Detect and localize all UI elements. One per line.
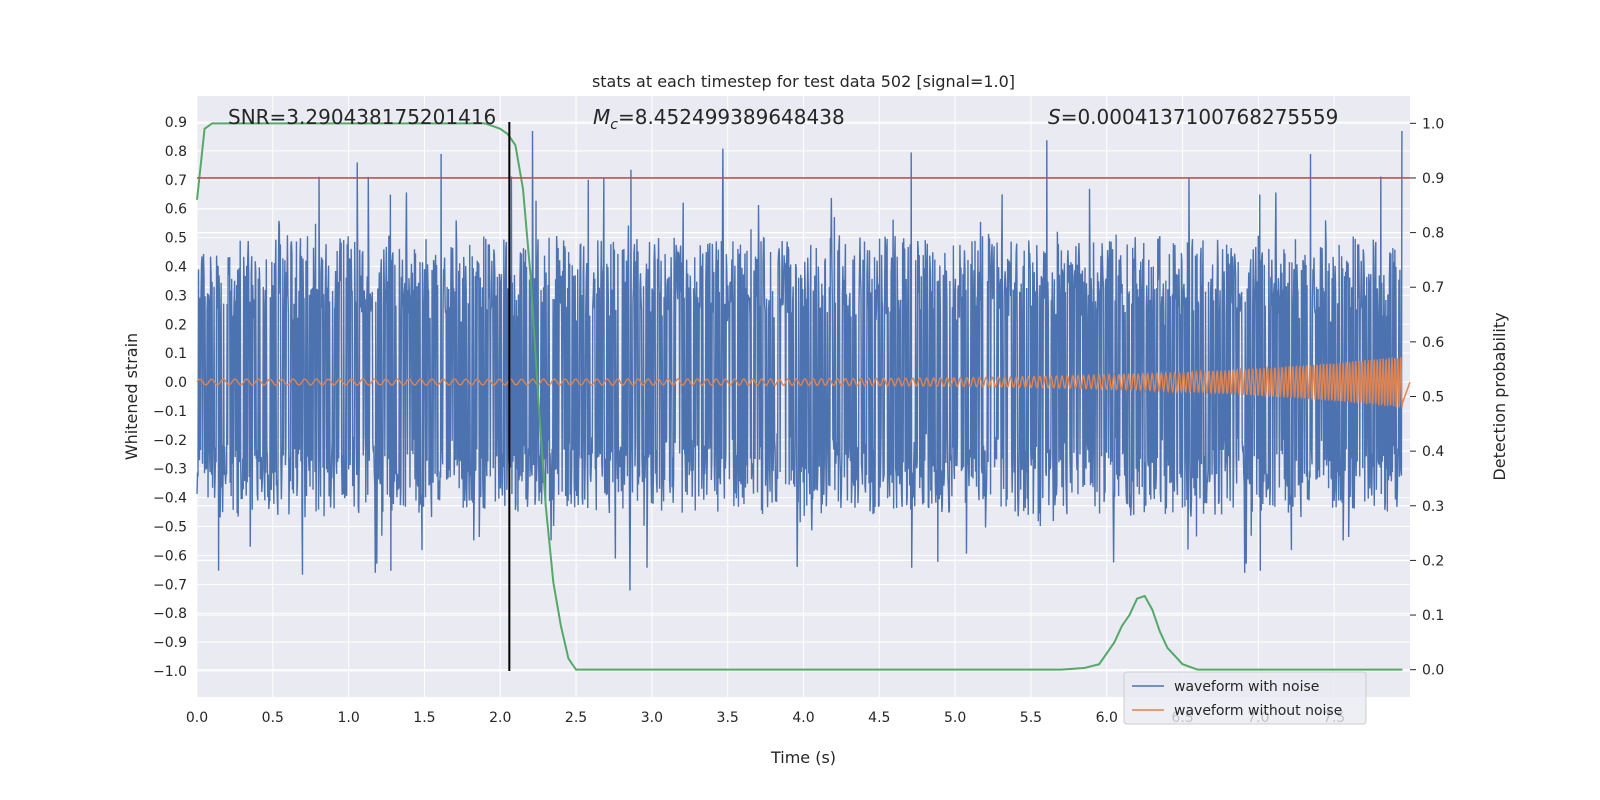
- x-tick-label-9: 4.5: [868, 710, 890, 726]
- series-waveform-without-noise: [196, 356, 1411, 408]
- y-right-axis-label: Detection probability: [1490, 312, 1509, 480]
- chart-title: stats at each timestep for test data 502…: [592, 72, 1015, 91]
- y-right-tick-label-7: 0.3: [1422, 499, 1444, 515]
- x-tick-label-4: 2.0: [489, 710, 511, 726]
- y-right-tick-label-3: 0.7: [1422, 280, 1444, 296]
- annotation-snr: SNR=3.290438175201416: [228, 105, 496, 129]
- y-left-tick-label-10: −0.1: [153, 404, 187, 420]
- x-tick-label-5: 2.5: [565, 710, 587, 726]
- y-left-tick-label-17: −0.8: [153, 606, 187, 622]
- y-left-tick-label-11: −0.2: [153, 433, 187, 449]
- y-left-tick-label-8: 0.1: [165, 346, 187, 362]
- annotation-s: S=0.0004137100768275559: [1048, 105, 1338, 129]
- legend-label-noise: waveform with noise: [1174, 679, 1319, 695]
- line-waveform-with-noise: [196, 131, 1403, 591]
- mc-subscript: c: [610, 117, 618, 133]
- s-symbol: S: [1048, 105, 1061, 129]
- y-right-tick-label-8: 0.2: [1422, 553, 1444, 569]
- mc-value: =8.452499389648438: [618, 105, 845, 129]
- series-detection-probability: [196, 122, 1403, 671]
- x-tick-label-6: 3.0: [641, 710, 663, 726]
- y-left-tick-label-1: 0.8: [165, 144, 187, 160]
- x-tick-label-0: 0.0: [186, 710, 208, 726]
- y-right-tick-label-2: 0.8: [1422, 226, 1444, 242]
- y-right-axis-ticks: 1.0 0.9 0.8 0.7 0.6 0.5 0.4 0.3 0.2 0.1 0.0: [1410, 116, 1444, 679]
- y-right-tick-label-10: 0.0: [1422, 663, 1444, 679]
- y-left-tick-label-2: 0.7: [165, 173, 187, 189]
- y-right-tick-label-9: 0.1: [1422, 608, 1444, 624]
- x-tick-label-10: 5.0: [944, 710, 966, 726]
- y-left-tick-label-9: 0.0: [165, 375, 187, 391]
- annotation-chirp-mass: Mc=8.452499389648438: [593, 105, 845, 133]
- y-left-tick-label-15: −0.6: [153, 548, 187, 564]
- x-tick-label-7: 3.5: [717, 710, 739, 726]
- y-left-tick-label-13: −0.4: [153, 491, 187, 507]
- line-waveform-without-noise: [196, 356, 1411, 408]
- legend-label-clean: waveform without noise: [1174, 703, 1342, 719]
- y-left-tick-label-12: −0.3: [153, 462, 187, 478]
- y-left-tick-label-3: 0.6: [165, 202, 187, 218]
- y-left-tick-label-14: −0.5: [153, 520, 187, 536]
- y-right-tick-label-5: 0.5: [1422, 390, 1444, 406]
- mc-symbol: M: [593, 105, 610, 129]
- x-tick-label-1: 0.5: [262, 710, 284, 726]
- y-left-tick-label-0: 0.9: [165, 115, 187, 131]
- line-detection-probability: [196, 122, 1403, 671]
- y-left-tick-label-7: 0.2: [165, 317, 187, 333]
- y-left-tick-label-4: 0.5: [165, 231, 187, 247]
- x-tick-label-11: 5.5: [1020, 710, 1042, 726]
- s-value: =0.0004137100768275559: [1061, 105, 1339, 129]
- y-left-tick-label-18: −0.9: [153, 635, 187, 651]
- series-waveform-with-noise: [196, 131, 1403, 591]
- y-right-tick-label-1: 0.9: [1422, 171, 1444, 187]
- legend: waveform with noise waveform without noi…: [1123, 671, 1367, 725]
- y-left-tick-label-6: 0.3: [165, 288, 187, 304]
- y-left-axis-ticks: 0.9 0.8 0.7 0.6 0.5 0.4 0.3 0.2 0.1 0.0 −0.1 −0.2 −0…: [153, 115, 187, 680]
- y-right-tick-label-4: 0.6: [1422, 335, 1444, 351]
- y-left-tick-label-16: −0.7: [153, 577, 187, 593]
- y-left-tick-label-5: 0.4: [165, 259, 187, 275]
- y-right-tick-label-6: 0.4: [1422, 444, 1444, 460]
- legend-box: [1123, 671, 1367, 725]
- y-left-axis-label: Whitened strain: [122, 333, 141, 460]
- x-axis-label: Time (s): [770, 748, 836, 767]
- y-right-tick-label-0: 1.0: [1422, 116, 1444, 132]
- y-left-tick-label-19: −1.0: [153, 664, 187, 680]
- x-tick-label-2: 1.0: [337, 710, 359, 726]
- x-tick-label-12: 6.0: [1096, 710, 1118, 726]
- x-tick-label-3: 1.5: [413, 710, 435, 726]
- x-tick-label-8: 4.0: [792, 710, 814, 726]
